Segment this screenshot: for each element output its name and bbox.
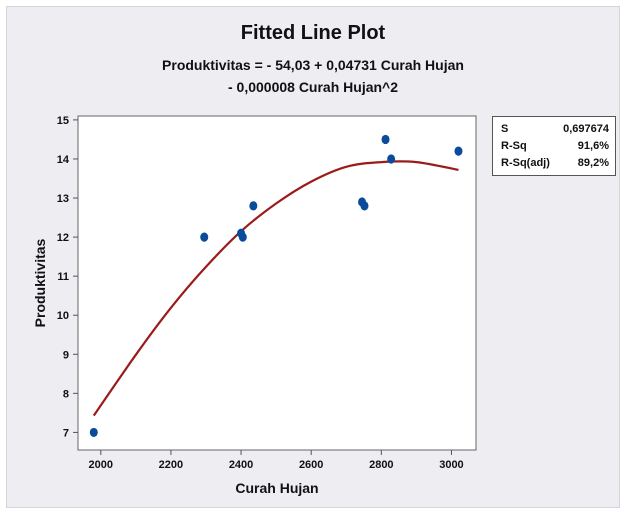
stat-label: S: [501, 123, 509, 135]
x-tick-label: 3000: [439, 459, 463, 471]
data-point: [89, 427, 98, 438]
chart-equation-line-1: Produktivitas = - 54,03 + 0,04731 Curah …: [162, 57, 464, 73]
stat-label: R-Sq(adj): [501, 157, 550, 169]
x-tick-label: 2400: [229, 459, 253, 471]
data-point: [360, 201, 369, 211]
regression-stats-box: S 0,697674 R-Sq 91,6% R-Sq(adj) 89,2%: [492, 116, 616, 176]
y-tick-label: 13: [57, 193, 69, 205]
data-points: [89, 134, 463, 438]
plot-area: [77, 115, 477, 451]
data-point: [381, 134, 390, 145]
data-point: [249, 201, 258, 211]
x-tick-label: 2600: [299, 459, 323, 471]
data-point: [387, 154, 396, 164]
y-axis-label: Produktivitas: [32, 238, 48, 327]
stat-row-r-sq: R-Sq 91,6%: [501, 138, 609, 154]
chart-title: Fitted Line Plot: [240, 22, 386, 44]
x-axis: 2000 2200 2400 2600 2800 3000: [89, 450, 464, 471]
x-tick-label: 2800: [369, 459, 393, 471]
y-tick-label: 15: [57, 115, 69, 127]
x-axis-label: Curah Hujan: [235, 480, 318, 496]
stat-row-r-sq-adj: R-Sq(adj) 89,2%: [501, 155, 609, 171]
x-tick-label: 2200: [159, 459, 183, 471]
y-axis: 7 8 9 10 11 12 13 14 15: [57, 115, 78, 439]
y-tick-label: 7: [63, 427, 69, 439]
x-tick-label: 2000: [89, 459, 113, 471]
stat-value: 91,6%: [577, 140, 609, 152]
stat-value: 89,2%: [577, 157, 609, 169]
y-tick-label: 12: [57, 232, 69, 244]
y-tick-label: 11: [57, 271, 69, 283]
data-point: [238, 232, 247, 242]
stat-value: 0,697674: [563, 123, 609, 135]
chart-equation-line-2: - 0,000008 Curah Hujan^2: [227, 79, 399, 95]
stat-label: R-Sq: [501, 140, 527, 152]
y-tick-label: 14: [57, 154, 70, 166]
y-tick-label: 8: [63, 388, 69, 400]
data-point: [200, 232, 209, 242]
y-tick-label: 10: [57, 310, 69, 322]
stat-row-s: S 0,697674: [501, 121, 609, 137]
y-tick-label: 9: [63, 349, 69, 361]
data-point: [454, 146, 463, 156]
